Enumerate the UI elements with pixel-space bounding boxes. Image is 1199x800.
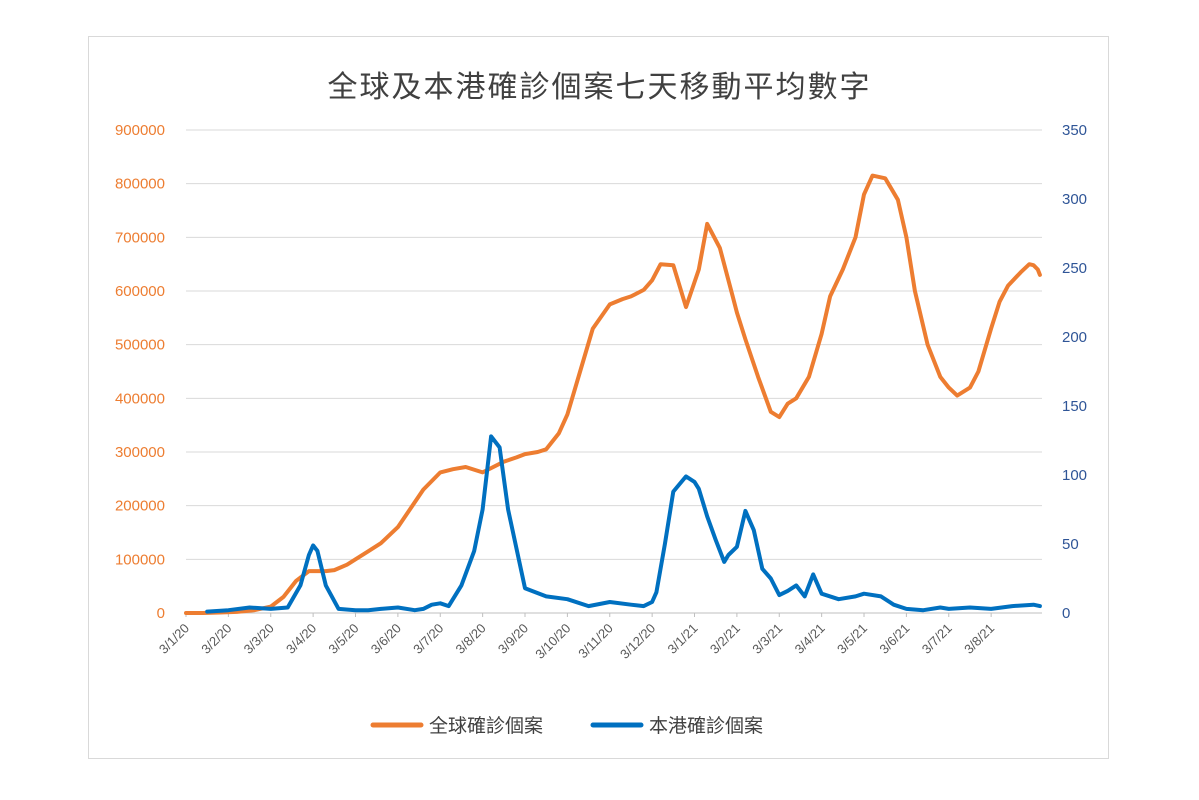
x-tick-label: 3/8/20 <box>453 621 489 657</box>
y-left-tick-label: 600000 <box>115 283 165 300</box>
y-right-tick-label: 300 <box>1062 191 1087 208</box>
y-left-tick-label: 700000 <box>115 229 165 246</box>
y-left-tick-label: 900000 <box>115 122 165 139</box>
series-line-hk <box>205 434 1042 614</box>
y-left-tick-label: 500000 <box>115 337 165 354</box>
y-right-tick-label: 150 <box>1062 398 1087 415</box>
x-tick-label: 3/4/21 <box>792 621 828 657</box>
x-tick-label: 3/8/21 <box>961 621 997 657</box>
y-right-tick-label: 200 <box>1062 329 1087 346</box>
gridlines <box>186 129 1042 614</box>
y-left-tick-label: 400000 <box>115 390 165 407</box>
x-tick-label: 3/5/21 <box>834 621 870 657</box>
x-tick-label: 3/1/20 <box>156 621 192 657</box>
x-tick-label: 3/1/21 <box>664 621 700 657</box>
chart-title: 全球及本港確診個案七天移動平均數字 <box>327 70 872 105</box>
x-tick-label: 3/12/20 <box>617 621 658 662</box>
x-tick-label: 3/7/21 <box>919 621 955 657</box>
legend-label: 本港確診個案 <box>649 715 763 737</box>
chart-frame <box>88 36 1109 759</box>
y-axis-right: 350 300 250 200 150 100 50 0 <box>1062 122 1087 622</box>
series-line-global <box>184 173 1042 615</box>
y-left-tick-label: 0 <box>157 605 165 622</box>
x-tick-label: 3/6/20 <box>368 621 404 657</box>
legend: 全球確診個案 本港確診個案 <box>370 715 763 737</box>
x-axis: 3/1/20 3/2/20 3/3/20 3/4/20 3/5/20 3/6/20 3/7/… <box>156 612 1042 662</box>
y-right-tick-label: 50 <box>1062 536 1079 553</box>
legend-label: 全球確診個案 <box>429 715 543 737</box>
y-right-tick-label: 350 <box>1062 122 1087 139</box>
x-tick-label: 3/7/20 <box>410 621 446 657</box>
x-tick-label: 3/11/20 <box>575 621 616 662</box>
y-left-tick-label: 200000 <box>115 498 165 515</box>
x-tick-label: 3/2/21 <box>707 621 743 657</box>
x-tick-label: 3/9/20 <box>495 621 531 657</box>
x-tick-label: 3/5/20 <box>325 621 361 657</box>
x-tick-label: 3/3/20 <box>241 621 277 657</box>
y-right-tick-label: 0 <box>1062 605 1070 622</box>
y-axis-left: 900000 800000 700000 600000 500000 400000 3000… <box>115 122 165 622</box>
x-tick-label: 3/2/20 <box>198 621 234 657</box>
x-tick-label: 3/6/21 <box>876 621 912 657</box>
plot-lines <box>184 173 1042 615</box>
x-tick-label: 3/4/20 <box>283 621 319 657</box>
x-tick-label: 3/3/21 <box>749 621 785 657</box>
y-left-tick-label: 300000 <box>115 444 165 461</box>
y-right-tick-label: 100 <box>1062 467 1087 484</box>
y-left-tick-label: 100000 <box>115 551 165 568</box>
y-left-tick-label: 800000 <box>115 176 165 193</box>
x-tick-label: 3/10/20 <box>532 621 573 662</box>
y-right-tick-label: 250 <box>1062 260 1087 277</box>
